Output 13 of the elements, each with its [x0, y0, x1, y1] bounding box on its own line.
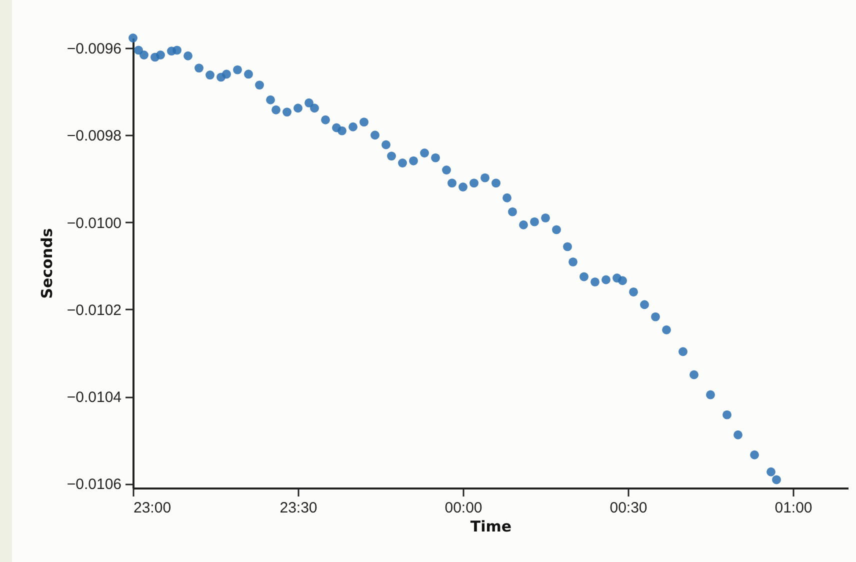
y-tick-label: −0.0098: [66, 128, 122, 145]
y-tick-label: −0.0106: [66, 476, 122, 494]
x-tick-label: 00:30: [610, 500, 648, 516]
x-tick-label: 23:30: [280, 500, 318, 516]
y-tick-label: −0.0104: [66, 389, 122, 406]
x-tick-label: 00:00: [444, 500, 482, 516]
y-tick-label: −0.0102: [66, 302, 122, 319]
x-axis-title: Time: [470, 518, 512, 536]
x-tick-label: 01:00: [774, 500, 812, 516]
y-tick-label: −0.0100: [66, 214, 122, 232]
y-axis-title: Seconds: [38, 228, 56, 299]
x-tick-label: 23:00: [134, 500, 172, 516]
y-tick-label: −0.0096: [66, 40, 122, 58]
